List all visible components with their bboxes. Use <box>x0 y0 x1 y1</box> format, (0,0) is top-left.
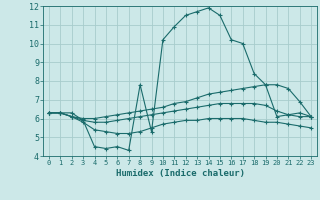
X-axis label: Humidex (Indice chaleur): Humidex (Indice chaleur) <box>116 169 244 178</box>
